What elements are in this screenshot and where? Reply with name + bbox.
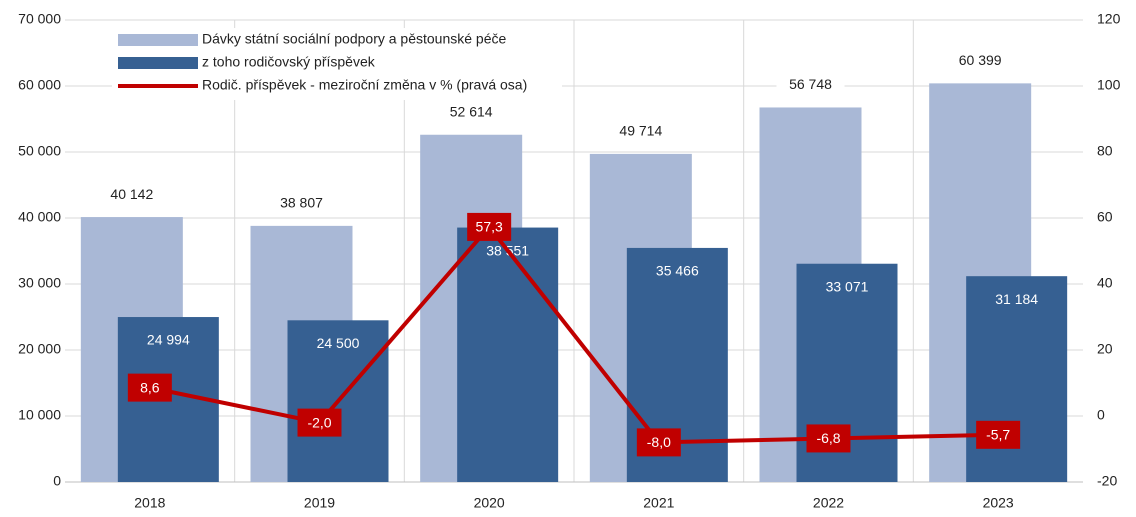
label-bg: [97, 185, 166, 206]
legend-label: Dávky státní sociální podpory a pěstouns…: [202, 31, 507, 47]
value-label: 33 071: [826, 278, 869, 294]
value-label: 56 748: [789, 76, 832, 92]
value-label: -5,7: [986, 427, 1010, 443]
y2-tick-label: -20: [1097, 473, 1117, 489]
y2-tick-label: 40: [1097, 275, 1113, 291]
y-tick-label: 0: [53, 473, 61, 489]
value-label: -6,8: [816, 430, 840, 446]
value-label: 35 466: [656, 263, 699, 279]
x-tick-label: 2022: [813, 495, 844, 511]
y2-tick-label: 100: [1097, 77, 1121, 93]
y2-tick-label: 0: [1097, 407, 1105, 423]
legend-label: Rodič. příspěvek - meziroční změna v % (…: [202, 77, 527, 93]
value-label: 8,6: [140, 379, 160, 395]
line: [149, 223, 999, 445]
bar: [966, 276, 1068, 482]
legend-label: z toho rodičovský příspěvek: [202, 54, 376, 70]
y2-tick-label: 120: [1097, 11, 1121, 27]
y-tick-label: 50 000: [18, 143, 61, 159]
label-box: [127, 373, 172, 402]
y2-tick-label: 60: [1097, 209, 1113, 225]
value-label: 57,3: [476, 219, 503, 235]
value-label: 49 714: [619, 123, 662, 139]
y-tick-label: 20 000: [18, 341, 61, 357]
label-box: [976, 420, 1021, 449]
y2-tick-label: 20: [1097, 341, 1113, 357]
label-bg: [267, 193, 336, 214]
x-tick-label: 2018: [134, 495, 165, 511]
y-tick-label: 30 000: [18, 275, 61, 291]
label-bg: [606, 121, 675, 142]
bar: [457, 227, 559, 482]
label-bg: [946, 51, 1015, 72]
x-tick-label: 2020: [474, 495, 505, 511]
label-bg: [437, 102, 506, 123]
y-tick-label: 70 000: [18, 11, 61, 27]
value-label: 38 807: [280, 195, 323, 211]
y-tick-label: 10 000: [18, 407, 61, 423]
label-box: [636, 428, 681, 457]
value-label: 24 994: [147, 332, 190, 348]
x-tick-label: 2023: [983, 495, 1014, 511]
x-tick-label: 2019: [304, 495, 335, 511]
y-tick-label: 40 000: [18, 209, 61, 225]
y2-tick-label: 80: [1097, 143, 1113, 159]
x-tick-label: 2021: [643, 495, 674, 511]
label-bg: [776, 75, 845, 96]
value-label: 60 399: [959, 52, 1002, 68]
legend-swatch: [118, 34, 198, 46]
label-box: [806, 424, 851, 453]
value-label: 40 142: [110, 186, 153, 202]
legend-swatch: [118, 57, 198, 69]
label-box: [297, 408, 342, 437]
value-label: 24 500: [317, 335, 360, 351]
label-box: [467, 212, 512, 241]
value-label: -2,0: [307, 414, 331, 430]
value-label: 31 184: [995, 291, 1038, 307]
value-label: -8,0: [647, 434, 671, 450]
y-tick-label: 60 000: [18, 77, 61, 93]
value-label: 52 614: [450, 103, 493, 119]
